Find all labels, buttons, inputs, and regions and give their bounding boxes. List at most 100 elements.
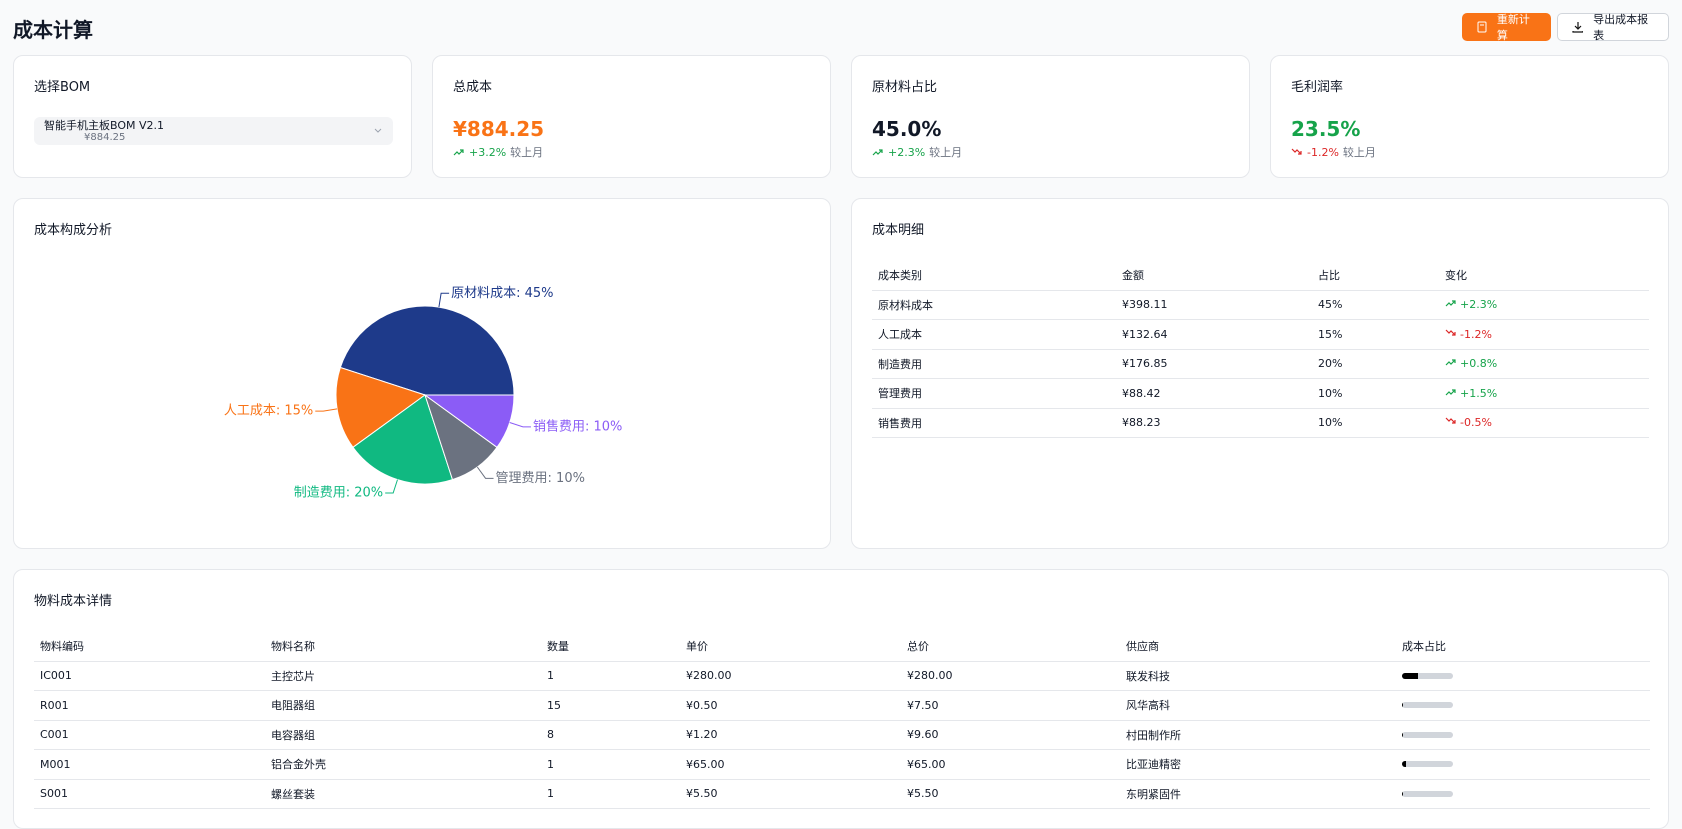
card-title: 原材料占比 xyxy=(872,76,937,95)
trend-arrow xyxy=(1446,360,1455,365)
slice-label: 管理费用: 10% xyxy=(496,471,585,486)
table-cell: 比亚迪精密 xyxy=(1120,750,1396,780)
download-icon xyxy=(1572,21,1583,33)
bom-select[interactable]: 智能手机主板BOM V2.1 ¥884.25 xyxy=(34,117,393,145)
table-cell: R001 xyxy=(34,691,265,721)
table-cell: 45% xyxy=(1312,290,1439,320)
trend-icon xyxy=(453,147,465,157)
stat-value: 45.0% xyxy=(872,117,941,141)
share-track xyxy=(1402,791,1453,797)
table-cell: ¥0.50 xyxy=(680,691,901,721)
stat-change: +3.2% 较上月 xyxy=(453,144,543,160)
change-value: +2.3% xyxy=(888,146,925,159)
share-track xyxy=(1402,761,1453,767)
recalc-button[interactable]: 重新计算 xyxy=(1462,13,1551,41)
leader-line xyxy=(439,293,449,307)
share-cell xyxy=(1396,661,1650,691)
table-cell: 主控芯片 xyxy=(265,661,541,691)
page-title: 成本计算 xyxy=(13,14,93,43)
table-cell: IC001 xyxy=(34,661,265,691)
table-cell: 1 xyxy=(541,779,680,809)
table-cell: 10% xyxy=(1312,379,1439,409)
column-header: 成本类别 xyxy=(872,261,1116,290)
table-cell: ¥132.64 xyxy=(1116,320,1312,350)
calc-icon xyxy=(1476,21,1487,33)
change-value: +3.2% xyxy=(469,146,506,159)
table-cell: ¥7.50 xyxy=(901,691,1120,721)
table-cell: 销售费用 xyxy=(872,408,1116,438)
column-header: 物料名称 xyxy=(265,632,541,661)
table-cell: 联发科技 xyxy=(1120,661,1396,691)
leader-line xyxy=(510,423,531,427)
change-value: -0.5% xyxy=(1460,416,1492,429)
table-cell: 10% xyxy=(1312,408,1439,438)
table-cell: 1 xyxy=(541,750,680,780)
share-track xyxy=(1402,702,1453,708)
trend-arrow xyxy=(1446,418,1455,423)
change-cell: +0.8% xyxy=(1439,349,1649,379)
table-cell: ¥5.50 xyxy=(901,779,1120,809)
trend-arrow xyxy=(873,150,882,155)
chevron xyxy=(373,126,383,136)
share-cell xyxy=(1396,779,1650,809)
trend-arrow xyxy=(454,150,463,155)
stat-change: -1.2%较上月 xyxy=(1291,144,1376,160)
table-cell: ¥65.00 xyxy=(680,750,901,780)
trend-arrow xyxy=(1446,390,1455,395)
table-cell: M001 xyxy=(34,750,265,780)
table-cell: 20% xyxy=(1312,349,1439,379)
share-bar xyxy=(1402,732,1403,738)
analysis-row: 成本构成分析 原材料成本: 45%人工成本: 15%制造费用: 20%管理费用:… xyxy=(0,198,1682,549)
table-cell: 风华高科 xyxy=(1120,691,1396,721)
column-header: 占比 xyxy=(1312,261,1439,290)
table-cell: ¥176.85 xyxy=(1116,349,1312,379)
slice-label: 原材料成本: 45% xyxy=(451,286,553,301)
button-label: 重新计算 xyxy=(1497,11,1537,43)
table-cell: 制造费用 xyxy=(872,349,1116,379)
trend-icon xyxy=(1445,328,1457,338)
change-value: -1.2% xyxy=(1460,328,1492,341)
table-cell: ¥5.50 xyxy=(680,779,901,809)
export-button[interactable]: 导出成本报表 xyxy=(1557,13,1669,41)
column-header: 总价 xyxy=(901,632,1120,661)
table-cell: 村田制作所 xyxy=(1120,720,1396,750)
leader-line xyxy=(385,480,397,493)
compare-label: 较上月 xyxy=(929,144,962,160)
column-header: 供应商 xyxy=(1120,632,1396,661)
trend-icon xyxy=(1291,147,1303,157)
share-cell xyxy=(1396,691,1650,721)
slice-label: 人工成本: 15% xyxy=(224,404,313,419)
share-cell xyxy=(1396,750,1650,780)
stat-card: 原材料占比 45.0% +2.3% 较上月 xyxy=(851,55,1250,178)
button-label: 导出成本报表 xyxy=(1593,11,1654,43)
table-cell: 15% xyxy=(1312,320,1439,350)
compare-label: 较上月 xyxy=(510,144,543,160)
trend-arrow xyxy=(1292,149,1301,154)
stat-value: ¥884.25 xyxy=(453,117,544,141)
table-cell: ¥65.00 xyxy=(901,750,1120,780)
change-cell: -1.2% xyxy=(1439,320,1649,350)
change-cell: -0.5% xyxy=(1439,408,1649,438)
table-cell: 东明紧固件 xyxy=(1120,779,1396,809)
share-bar xyxy=(1402,761,1406,767)
stat-change: +2.3% 较上月 xyxy=(872,144,962,160)
share-track xyxy=(1402,673,1453,679)
header-row: 物料编码物料名称数量单价总价供应商成本占比 xyxy=(34,632,1650,661)
table-cell: 电阻器组 xyxy=(265,691,541,721)
table-cell: 人工成本 xyxy=(872,320,1116,350)
card-title: 选择BOM xyxy=(34,76,90,95)
